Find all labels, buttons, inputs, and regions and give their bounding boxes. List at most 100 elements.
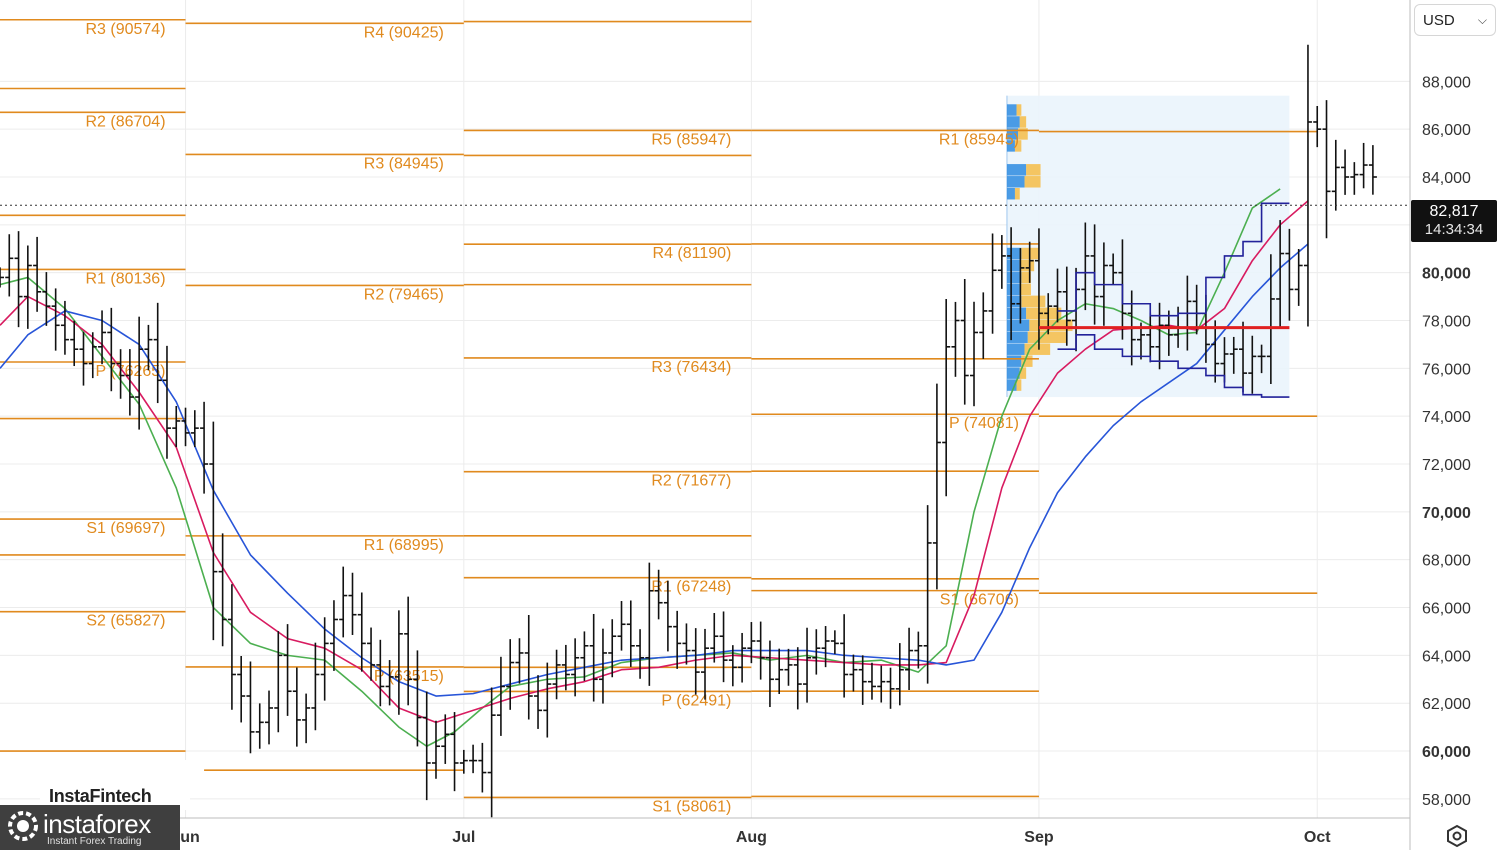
ohlc-bar: [932, 383, 941, 590]
y-tick-label: 76,000: [1422, 361, 1471, 378]
ohlc-bar: [1081, 222, 1090, 311]
volume-row-buy: [1006, 104, 1017, 116]
volume-row-buy: [1006, 355, 1022, 367]
volume-row-sell: [1021, 295, 1046, 308]
ohlc-bar: [1294, 248, 1303, 306]
ohlc-bar: [1276, 220, 1285, 329]
ohlc-bar: [524, 615, 533, 720]
instaforex-tagline: Instant Forex Trading: [47, 836, 142, 847]
volume-row-sell: [1029, 319, 1073, 332]
ohlc-bar: [404, 596, 413, 706]
ohlc-bar: [487, 687, 496, 818]
x-tick-label: Jul: [452, 829, 475, 846]
volume-row-sell: [1027, 331, 1067, 343]
ohlc-bar: [14, 231, 23, 328]
volume-row-buy: [1006, 331, 1028, 343]
x-tick-label: Aug: [736, 829, 767, 846]
ohlc-bar: [1062, 266, 1071, 346]
ohlc-bar: [190, 410, 199, 448]
pivot-label: P (74081): [949, 415, 1019, 432]
ohlc-bar: [561, 644, 570, 691]
volume-row-buy: [1006, 187, 1015, 200]
ohlc-bar: [812, 629, 821, 675]
ohlc-bar: [339, 566, 348, 638]
ohlc-bar: [218, 533, 227, 647]
ohlc-bar: [534, 675, 543, 729]
ohlc-bar: [1248, 335, 1257, 394]
ohlc-bar: [320, 617, 329, 701]
volume-row-buy: [1006, 271, 1022, 284]
ohlc-bar: [970, 301, 979, 407]
pivot-label: S1 (69697): [86, 520, 165, 537]
volume-row-buy: [1006, 343, 1025, 355]
volume-row-buy: [1006, 116, 1020, 128]
ohlc-bar: [617, 601, 626, 651]
ohlc-bar: [905, 627, 914, 690]
ohlc-bar: [144, 324, 153, 371]
ohlc-bar: [348, 572, 357, 635]
ohlc-bar: [673, 610, 682, 669]
ohlc-bar: [747, 622, 756, 664]
ohlc-bar: [357, 592, 366, 672]
ohlc-bar: [70, 320, 79, 367]
ohlc-bar: [292, 667, 301, 747]
ohlc-bar: [302, 693, 311, 744]
settings-icon[interactable]: [1444, 824, 1470, 848]
current-price-value: 82,817: [1429, 203, 1479, 220]
chevron-down-icon: ⌵: [1477, 12, 1487, 27]
pivot-label: R1 (85945): [939, 131, 1019, 148]
ohlc-bar: [0, 267, 4, 288]
volume-row-buy: [1006, 259, 1020, 272]
ohlc-bar: [385, 660, 394, 706]
ohlc-bar: [719, 611, 728, 683]
volume-row-sell: [1019, 116, 1027, 128]
ohlc-bar: [691, 628, 700, 695]
ohlc-bar: [960, 279, 969, 405]
ohlc-bar: [1164, 310, 1173, 356]
y-tick-label: 66,000: [1422, 601, 1471, 618]
pivot-label: R2 (86704): [85, 113, 165, 130]
currency-selector[interactable]: USD ⌵: [1414, 4, 1496, 36]
ohlc-bar: [1016, 248, 1025, 324]
ohlc-bar: [450, 712, 459, 792]
ohlc-bar: [942, 298, 951, 497]
ohlc-bar: [274, 631, 283, 733]
ohlc-bar: [209, 421, 218, 641]
pivot-label: R3 (84945): [364, 155, 444, 172]
x-tick-label: Sep: [1024, 829, 1054, 846]
ohlc-bar: [135, 316, 144, 430]
ohlc-bar: [459, 749, 468, 774]
volume-row-sell: [1019, 283, 1031, 296]
ohlc-bar: [1257, 344, 1266, 374]
ohlc-bar: [1053, 268, 1062, 323]
volume-row-buy: [1006, 367, 1020, 379]
volume-row-buy: [1006, 379, 1017, 391]
ohlc-bar: [422, 691, 431, 801]
volume-row-buy: [1006, 307, 1027, 320]
ohlc-bar: [830, 630, 839, 655]
y-tick-label: 88,000: [1422, 74, 1471, 91]
ohlc-bar: [636, 629, 645, 679]
ohlc-bar: [1331, 139, 1340, 211]
volume-row-sell: [1014, 187, 1020, 200]
ohlc-bar: [821, 626, 830, 668]
y-tick-label: 70,000: [1422, 505, 1471, 522]
ohlc-bar: [237, 655, 246, 723]
volume-row-sell: [1024, 343, 1051, 355]
ohlc-bar: [923, 505, 932, 684]
ohlc-bar: [784, 648, 793, 686]
ohlc-bar: [728, 645, 737, 687]
ohlc-bar: [469, 744, 478, 774]
instafintech-logo: InstaFintech: [40, 760, 190, 810]
ohlc-bar: [701, 628, 709, 700]
volume-row-sell: [1024, 176, 1041, 188]
pivot-label: R1 (80136): [85, 270, 165, 287]
channel-upper-line: [1057, 202, 1290, 317]
ohlc-bar: [1285, 228, 1294, 321]
pivot-label: R3 (90574): [85, 21, 165, 38]
ohlc-bar: [867, 662, 876, 700]
ohlc-bars: [0, 44, 1377, 818]
y-tick-label: 78,000: [1422, 314, 1471, 331]
ohlc-bar: [840, 614, 849, 698]
